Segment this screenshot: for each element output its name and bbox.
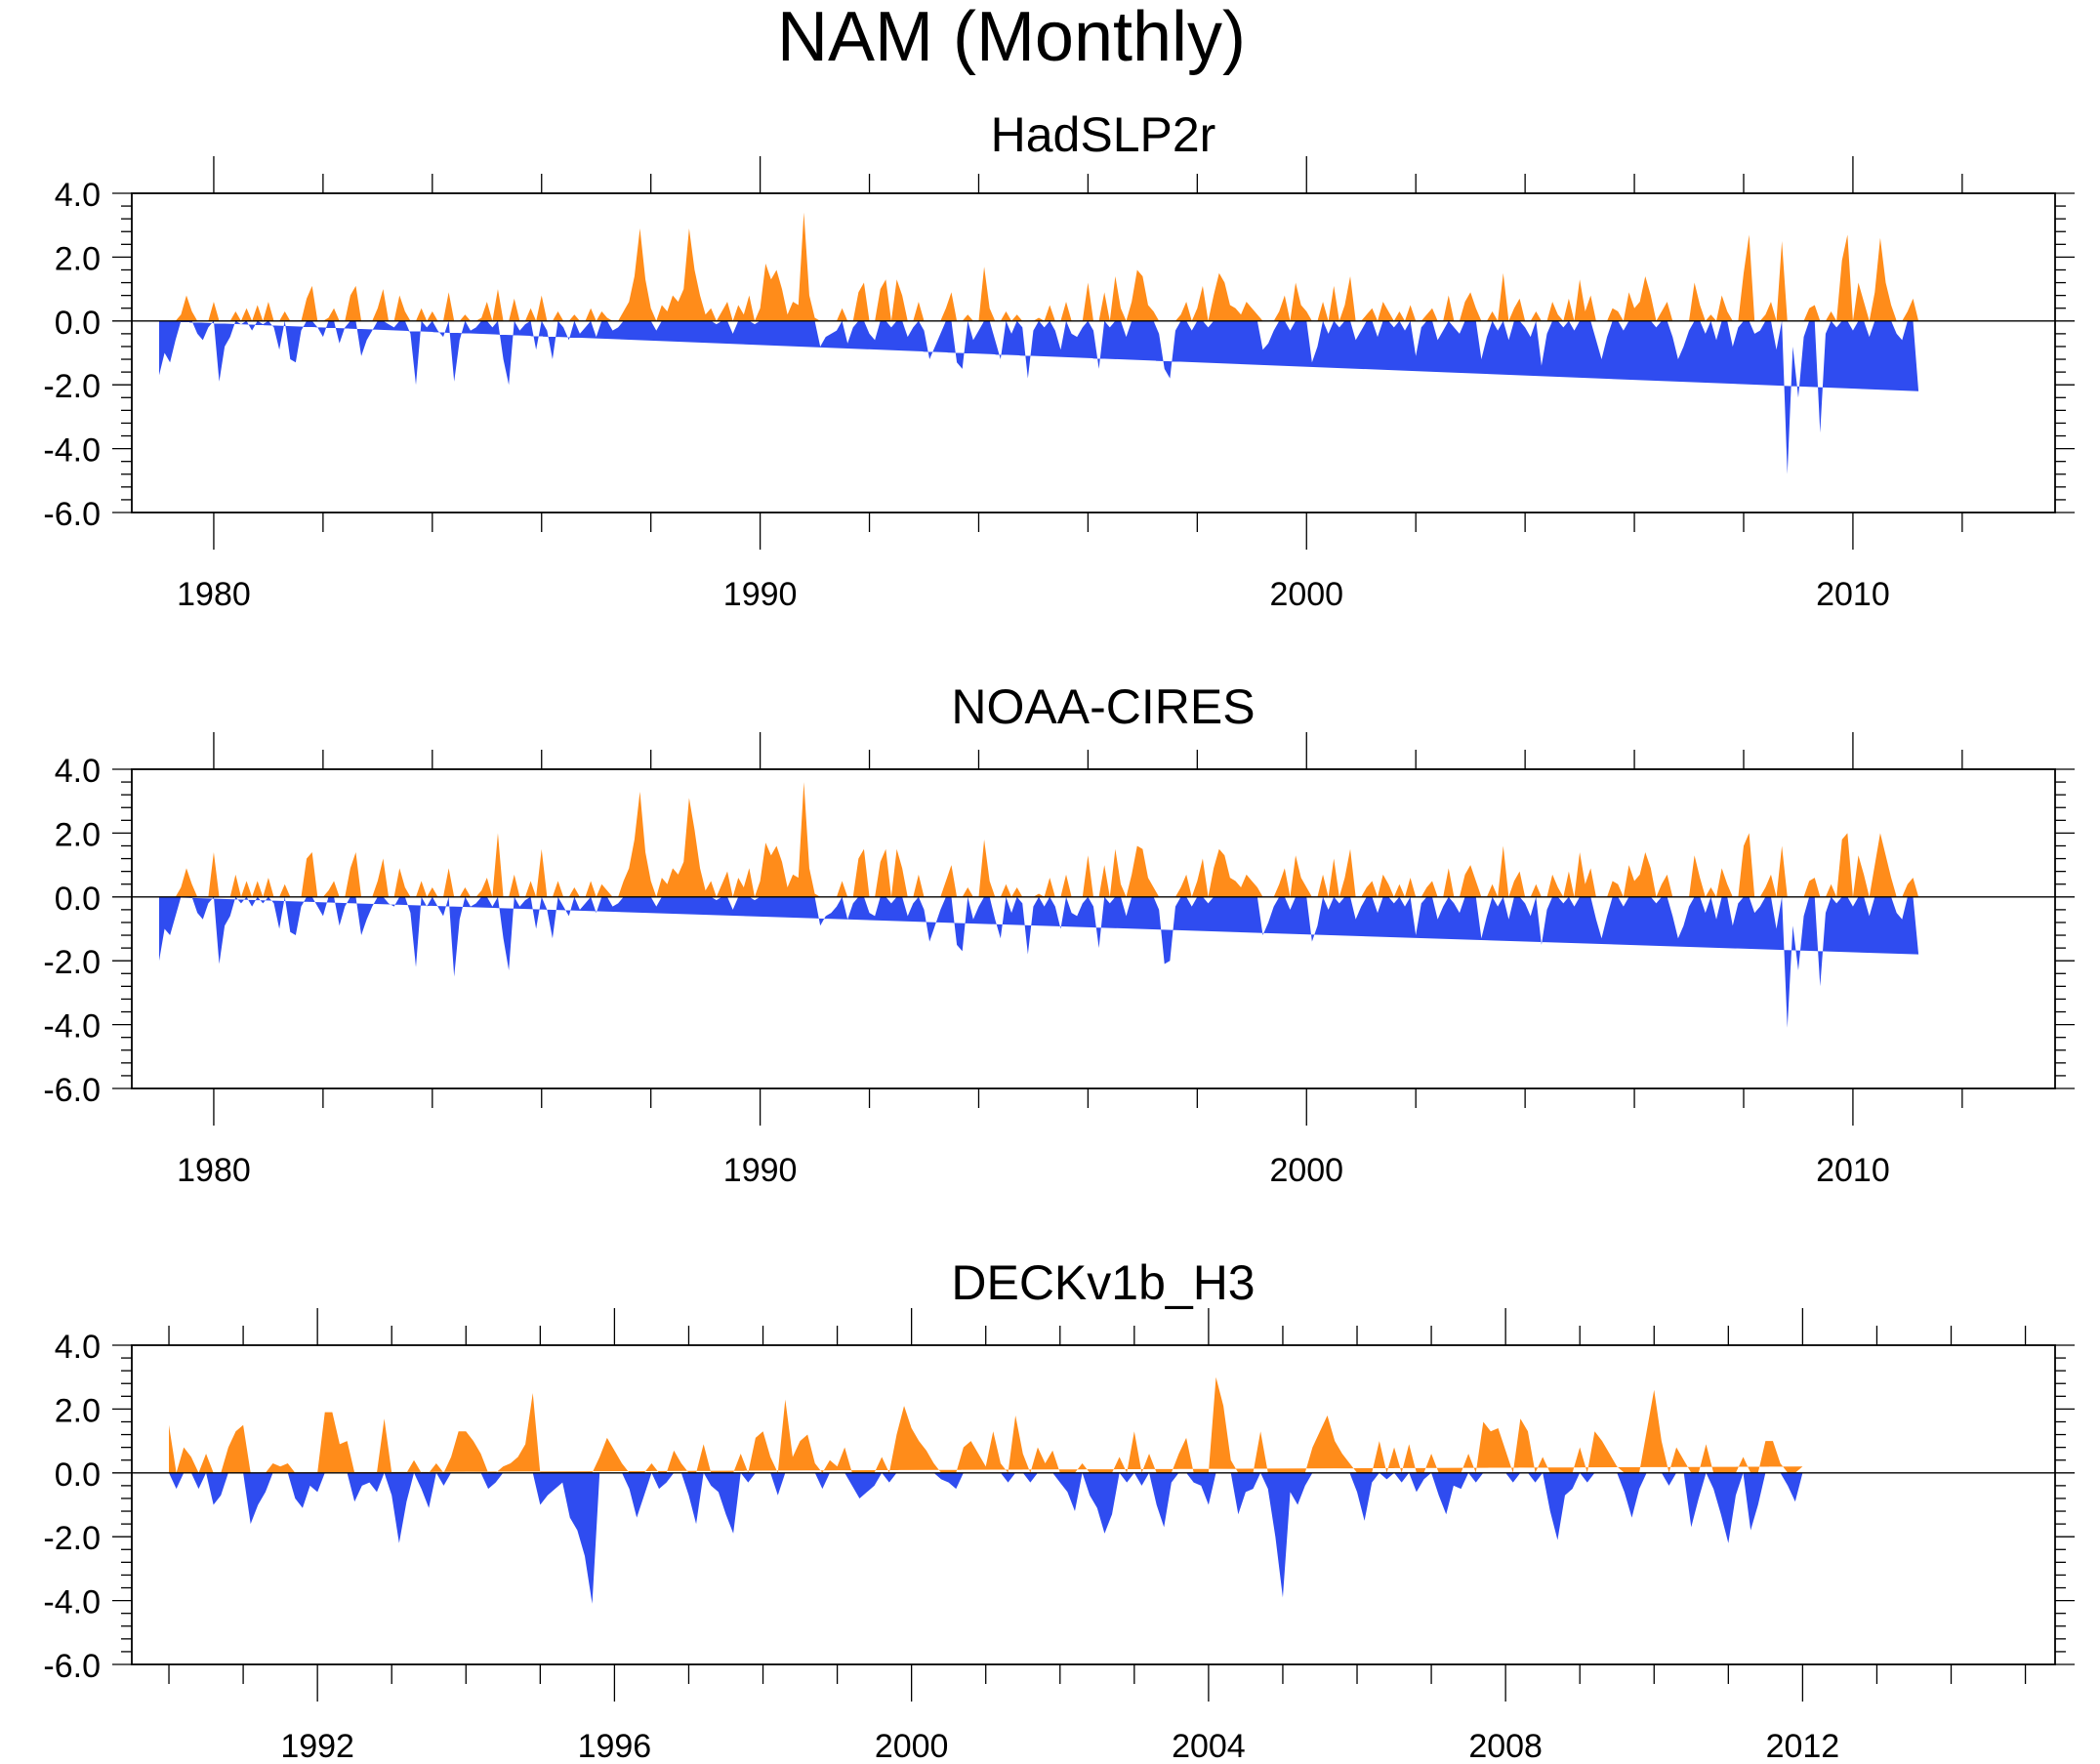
x-tick-label: 1980 [177, 1152, 251, 1189]
plot-frame [131, 1344, 2056, 1665]
chart-panel-2: NOAA-CIRES -6.0 -4.0 -2.0 0.0 2.0 4.0 1980 1990 2… [43, 679, 2075, 1189]
y-tick-label: 0.0 [55, 305, 101, 342]
y-tick-label: -2.0 [43, 368, 101, 405]
x-tick-label: 1996 [578, 1728, 652, 1764]
panels: HadSLP2r -6.0 -4.0 -2.0 0.0 2.0 4.0 1980 1990 200… [43, 107, 2075, 1764]
x-tick-label: 2000 [1269, 1152, 1343, 1189]
y-tick-label: -4.0 [43, 1008, 101, 1046]
y-tick-label: -4.0 [43, 1584, 101, 1621]
negative-area [158, 320, 1919, 474]
y-tick-label: -6.0 [43, 1072, 101, 1109]
y-tick-label: -6.0 [43, 1648, 101, 1685]
y-tick-label: -2.0 [43, 1520, 101, 1557]
panel-title: DECKv1b_H3 [951, 1255, 1255, 1310]
x-tick-label: 1992 [280, 1728, 354, 1764]
chart-panel-3: DECKv1b_H3 -6.0 -4.0 -2.0 0.0 2.0 4.0 1992 1996 2… [43, 1255, 2075, 1764]
negative-area [169, 1472, 1803, 1604]
y-tick-label: 0.0 [55, 881, 101, 918]
y-tick-label: 0.0 [55, 1456, 101, 1494]
x-tick-label: 2012 [1766, 1728, 1840, 1764]
x-tick-label: 1980 [177, 576, 251, 613]
x-tick-label: 2004 [1172, 1728, 1246, 1764]
plot-frame [131, 768, 2056, 1089]
y-tick-label: 2.0 [55, 816, 101, 853]
y-tick-label: 4.0 [55, 1329, 101, 1366]
positive-area [158, 782, 1919, 897]
y-tick-label: -6.0 [43, 496, 101, 533]
panel-title: NOAA-CIRES [951, 679, 1255, 734]
positive-area [169, 1376, 1803, 1473]
x-tick-label: 2010 [1816, 1152, 1890, 1189]
y-tick-label: 2.0 [55, 240, 101, 277]
y-tick-label: -4.0 [43, 432, 101, 470]
x-tick-label: 2000 [1269, 576, 1343, 613]
y-tick-label: 4.0 [55, 177, 101, 214]
positive-area [158, 212, 1919, 321]
y-tick-label: 4.0 [55, 753, 101, 790]
x-tick-label: 2000 [875, 1728, 949, 1764]
y-tick-label: -2.0 [43, 944, 101, 981]
chart-panel-1: HadSLP2r -6.0 -4.0 -2.0 0.0 2.0 4.0 1980 1990 200… [43, 107, 2075, 613]
panel-title: HadSLP2r [991, 107, 1216, 162]
negative-area [158, 896, 1919, 1028]
x-tick-label: 1990 [723, 576, 798, 613]
plot-frame [131, 192, 2056, 513]
x-tick-label: 2010 [1816, 576, 1890, 613]
y-tick-label: 2.0 [55, 1392, 101, 1429]
x-tick-label: 2008 [1468, 1728, 1543, 1764]
x-tick-label: 1990 [723, 1152, 798, 1189]
figure-title: NAM (Monthly) [777, 0, 1246, 76]
